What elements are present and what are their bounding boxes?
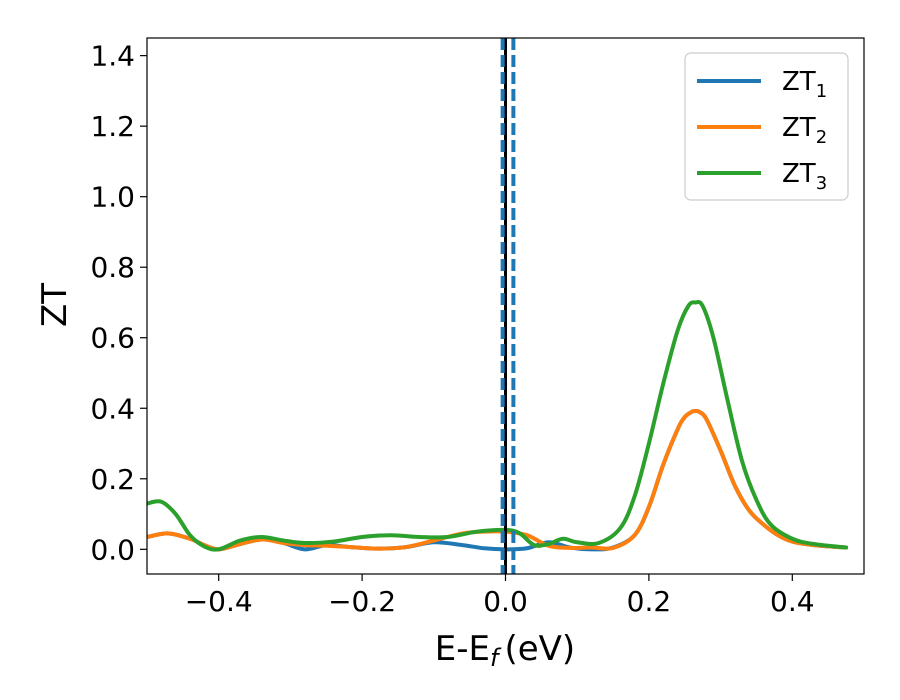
y-tick-label: 0.4 <box>90 392 135 425</box>
series-line-zt3 <box>147 300 849 552</box>
x-axis-ticks: −0.4 −0.2 0.0 0.2 0.4 <box>185 574 815 618</box>
legend-box <box>684 52 849 201</box>
x-tick-label: 0.4 <box>770 585 815 618</box>
y-tick-label: 1.4 <box>90 40 135 73</box>
series-layer <box>147 300 849 552</box>
y-tick-label: 0.8 <box>90 251 135 284</box>
y-tick-label: 1.2 <box>90 110 135 143</box>
y-axis-ticks: 0.0 0.2 0.4 0.6 0.8 1.0 1.2 1.4 <box>90 40 147 566</box>
y-tick-label: 0.0 <box>90 533 135 566</box>
legend-label-zt1: ZT1 <box>782 67 827 102</box>
legend-label-zt2: ZT2 <box>782 113 827 148</box>
x-tick-label: −0.2 <box>328 585 396 618</box>
legend-label-zt3: ZT3 <box>782 159 827 194</box>
y-tick-label: 0.2 <box>90 463 135 496</box>
x-tick-label: −0.4 <box>185 585 253 618</box>
reference-lines <box>500 38 516 574</box>
series-line-zt2 <box>147 408 849 552</box>
legend: ZT1 ZT2 ZT3 <box>684 52 849 201</box>
y-tick-label: 1.0 <box>90 181 135 214</box>
y-axis-label: ZT <box>35 283 75 327</box>
x-axis-label: E-Ef (eV) <box>435 629 575 672</box>
x-tick-label: 0.2 <box>627 585 672 618</box>
x-axis-label-unit: (eV) <box>504 629 575 669</box>
y-tick-label: 0.6 <box>90 322 135 355</box>
x-tick-label: 0.0 <box>483 585 528 618</box>
